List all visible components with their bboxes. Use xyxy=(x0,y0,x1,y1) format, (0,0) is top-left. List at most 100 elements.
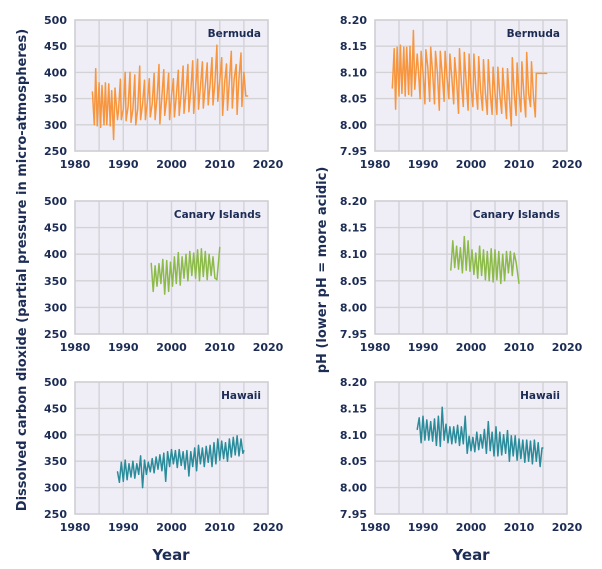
x-tick-label: 2010 xyxy=(504,341,535,354)
x-tick-label: 1980 xyxy=(360,341,391,354)
data-point xyxy=(221,440,223,442)
y-tick-label: 250 xyxy=(44,508,67,521)
data-point xyxy=(157,468,159,470)
data-point xyxy=(216,44,218,46)
data-point xyxy=(518,282,520,285)
data-point xyxy=(219,459,221,461)
data-point xyxy=(182,451,184,453)
data-point xyxy=(437,415,439,417)
data-point xyxy=(521,61,523,63)
y-tick-label: 300 xyxy=(44,482,67,495)
data-point xyxy=(163,452,165,454)
y-tick-label: 350 xyxy=(44,93,67,106)
data-point xyxy=(207,461,209,463)
x-tick-label: 1980 xyxy=(60,521,91,534)
data-point xyxy=(153,472,155,474)
data-point xyxy=(504,452,507,454)
x-tick-label: 2020 xyxy=(552,158,583,171)
data-point xyxy=(240,52,242,54)
data-point xyxy=(465,82,467,84)
data-point xyxy=(470,87,472,89)
data-point xyxy=(197,444,200,446)
data-point xyxy=(230,456,232,458)
data-point xyxy=(146,100,148,102)
data-point xyxy=(137,108,139,110)
data-point xyxy=(164,293,166,295)
data-point xyxy=(529,105,532,108)
panel-label: Canary Islands xyxy=(174,209,261,221)
x-tick-label: 1980 xyxy=(60,341,91,354)
data-point xyxy=(464,415,466,417)
data-point xyxy=(189,250,191,253)
data-point xyxy=(436,71,438,73)
data-point xyxy=(192,60,194,62)
data-point xyxy=(546,72,548,75)
data-point xyxy=(122,480,124,482)
data-point xyxy=(518,92,520,94)
x-tick-label: 2010 xyxy=(204,521,235,534)
data-point xyxy=(474,451,476,453)
data-point xyxy=(484,92,486,94)
data-point xyxy=(172,78,175,80)
y-tick-label: 8.10 xyxy=(340,429,367,442)
y-tick-label: 8.05 xyxy=(340,275,367,288)
data-point xyxy=(168,72,170,75)
data-point xyxy=(472,436,474,439)
data-point xyxy=(171,285,174,287)
data-point xyxy=(161,470,163,472)
panel-canary-islands-co2: 250 300 350 400 450 500 1980 1990 2000 2010 2020 Ca… xyxy=(44,195,284,354)
y-tick-label: 500 xyxy=(44,195,67,208)
data-point xyxy=(516,459,518,461)
data-point xyxy=(199,86,202,88)
data-point xyxy=(158,263,160,265)
plot-frame xyxy=(374,200,568,335)
data-point xyxy=(223,457,225,460)
x-tick-label: 1980 xyxy=(60,158,91,171)
data-point xyxy=(537,442,539,444)
data-point xyxy=(214,277,216,279)
data-point xyxy=(202,107,204,109)
data-point xyxy=(195,87,197,89)
data-point xyxy=(428,439,430,441)
data-point xyxy=(458,444,461,446)
x-tick-label: 2000 xyxy=(456,341,487,354)
panel-label: Hawaii xyxy=(221,390,261,402)
data-point xyxy=(193,112,195,114)
data-point xyxy=(152,290,154,293)
data-point xyxy=(420,442,422,444)
data-point xyxy=(477,277,479,279)
data-point xyxy=(226,460,229,462)
data-point xyxy=(166,259,168,262)
data-point xyxy=(503,434,505,436)
y-tick-label: 8.05 xyxy=(340,455,367,468)
data-point xyxy=(468,435,470,437)
data-point xyxy=(446,77,448,79)
x-tick-label: 1990 xyxy=(108,521,139,534)
panel-label: Hawaii xyxy=(520,390,560,402)
data-point xyxy=(212,256,214,258)
data-point xyxy=(473,53,475,55)
data-point xyxy=(243,450,245,452)
y-tick-label: 250 xyxy=(44,328,67,341)
y-tick-label: 8.00 xyxy=(340,119,367,132)
data-point xyxy=(223,82,226,84)
data-point xyxy=(243,71,245,73)
x-tick-label: 2020 xyxy=(552,341,583,354)
data-point xyxy=(159,123,161,125)
data-point xyxy=(134,477,136,479)
data-point xyxy=(120,118,122,121)
data-point xyxy=(511,274,513,277)
data-point xyxy=(200,248,203,250)
data-point xyxy=(178,114,180,116)
data-point xyxy=(433,418,436,420)
data-point xyxy=(168,465,171,468)
x-tick-label: 1990 xyxy=(408,521,439,534)
data-point xyxy=(445,423,447,425)
data-point xyxy=(509,250,511,253)
y-tick-label: 300 xyxy=(44,301,67,314)
data-point xyxy=(111,90,113,92)
data-point xyxy=(204,84,206,87)
plot-frame xyxy=(374,381,568,515)
data-point xyxy=(468,53,470,55)
data-point xyxy=(491,431,493,433)
